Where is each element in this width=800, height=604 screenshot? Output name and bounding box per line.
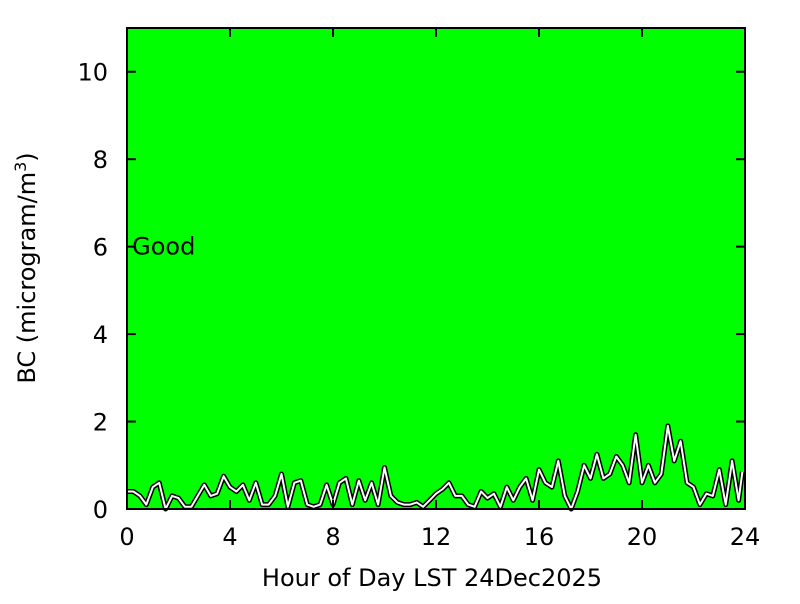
y-tick-label: 4: [93, 321, 108, 349]
y-axis-label: BC (microgram/m3): [11, 152, 41, 383]
y-tick-label: 10: [77, 59, 108, 87]
y-tick-label: 0: [93, 496, 108, 524]
x-tick-label: 0: [119, 523, 134, 551]
plot-background: [127, 28, 745, 509]
y-tick-label: 6: [93, 234, 108, 262]
y-axis-label-close: ): [13, 152, 41, 161]
x-tick-label: 16: [524, 523, 555, 551]
y-axis-label-sup: 3: [11, 162, 30, 172]
x-tick-label: 4: [222, 523, 237, 551]
annotation-good: Good: [132, 233, 195, 261]
x-axis-label: Hour of Day LST 24Dec2025: [262, 564, 602, 592]
x-tick-label: 12: [421, 523, 452, 551]
x-tick-label: 20: [627, 523, 658, 551]
x-tick-label: 8: [325, 523, 340, 551]
y-axis-label-main: BC (microgram/m: [13, 172, 41, 384]
series-line: [127, 424, 744, 510]
y-tick-label: 2: [93, 409, 108, 437]
x-tick-label: 24: [730, 523, 761, 551]
y-tick-label: 8: [93, 146, 108, 174]
